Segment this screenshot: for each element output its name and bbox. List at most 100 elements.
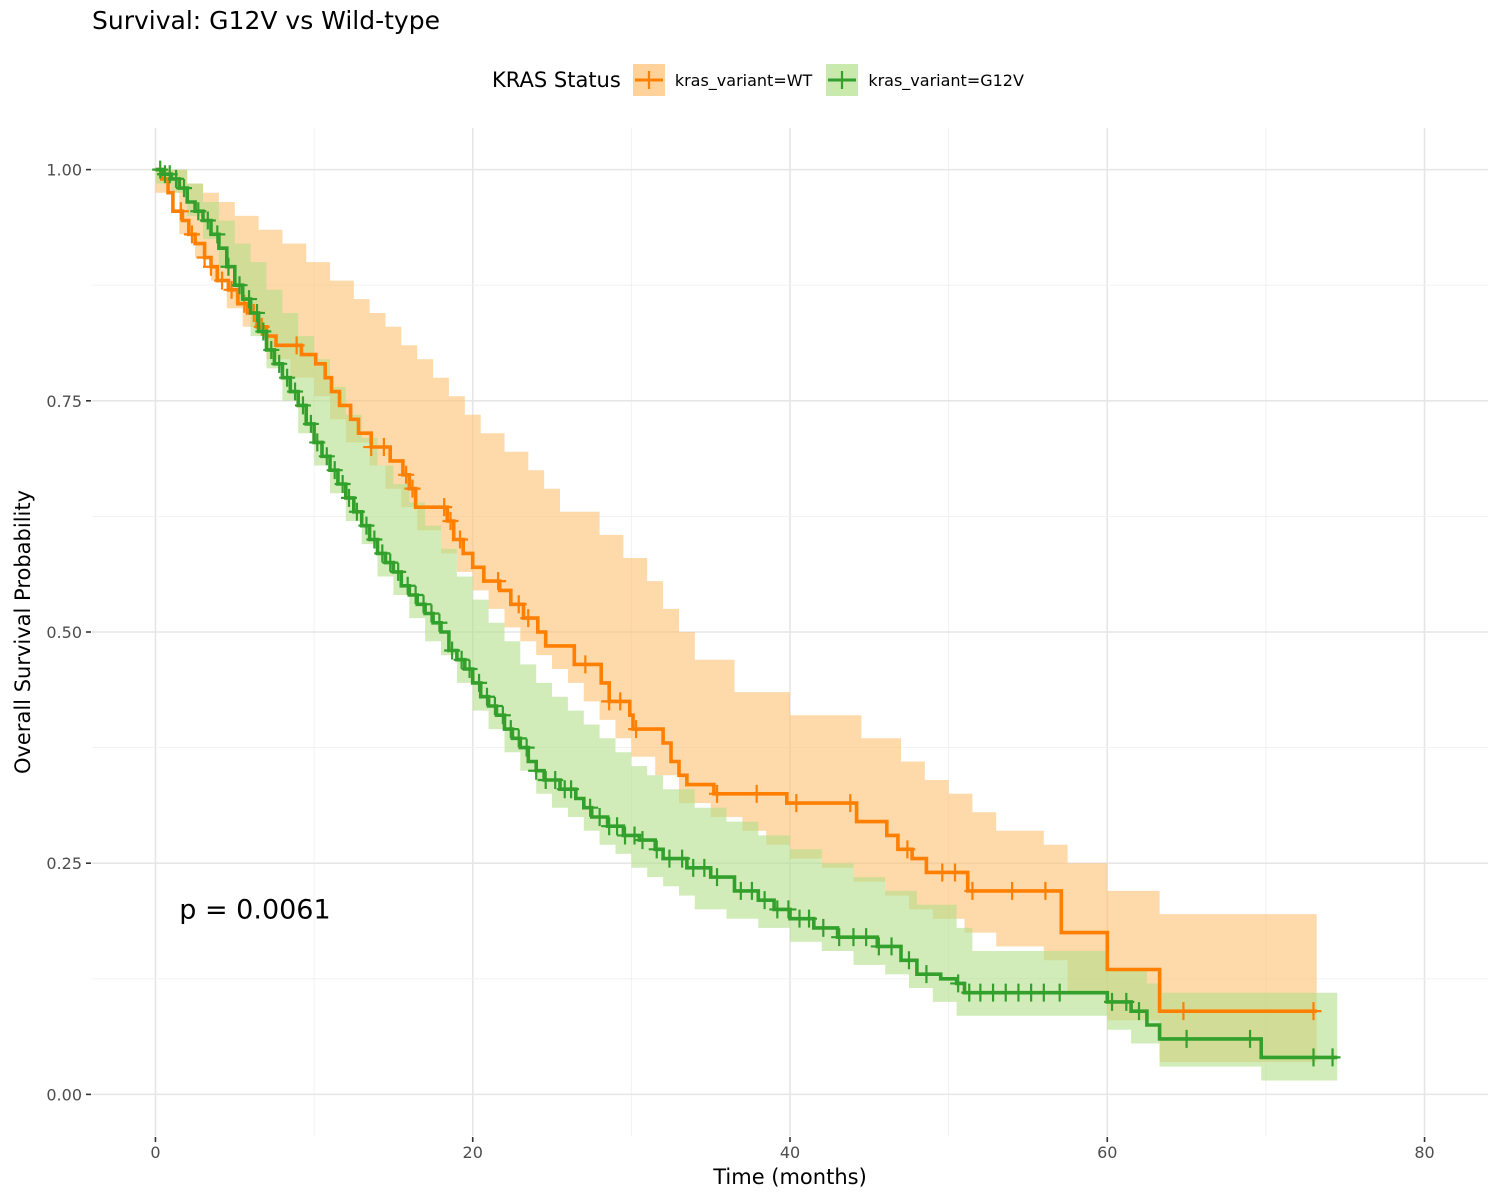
censor-mark-g12v: [358, 516, 375, 535]
censor-mark-g12v: [780, 900, 797, 919]
censor-mark-g12v: [479, 687, 496, 706]
censor-mark-g12v: [390, 562, 407, 581]
censor-mark-wt: [577, 655, 594, 674]
censor-mark-g12v: [423, 604, 440, 623]
censor-mark-g12v: [248, 303, 265, 322]
censor-mark-g12v: [453, 650, 470, 669]
censor-mark-g12v: [609, 817, 626, 836]
censor-mark-g12v: [634, 831, 651, 850]
censor-mark-g12v: [1104, 992, 1121, 1011]
censor-mark-g12v: [334, 475, 351, 494]
censor-mark-g12v: [591, 807, 608, 826]
survival-curve-g12v: [155, 167, 1338, 1060]
censor-mark-wt: [196, 248, 213, 267]
censor-mark-g12v: [831, 928, 848, 947]
y-tick-label: 0.50: [46, 623, 82, 642]
censor-mark-wt: [436, 498, 453, 517]
censor-mark-g12v: [1305, 1048, 1322, 1067]
x-axis-title: Time (months): [712, 1165, 867, 1189]
censor-mark-g12v: [399, 576, 416, 595]
censor-mark-g12v: [220, 257, 237, 276]
censor-mark-g12v: [407, 586, 424, 605]
x-tick-label: 40: [780, 1143, 800, 1162]
censor-mark-g12v: [1242, 1029, 1259, 1048]
censor-mark-wt: [223, 280, 240, 299]
censor-mark-g12v: [168, 169, 185, 188]
censor-mark-g12v: [486, 696, 503, 715]
censor-marks-wt: [172, 202, 1322, 1021]
censor-mark-g12v: [801, 909, 818, 928]
censor-mark-wt: [842, 794, 859, 813]
censor-mark-g12v: [382, 553, 399, 572]
censor-mark-g12v: [309, 433, 326, 452]
y-tick-label: 0.25: [46, 854, 82, 873]
censor-mark-g12v: [176, 179, 193, 198]
censor-mark-g12v: [709, 868, 726, 887]
censor-mark-wt: [510, 595, 527, 614]
censor-mark-g12v: [858, 928, 875, 947]
censor-mark-g12v: [918, 965, 935, 984]
censor-mark-g12v: [444, 641, 461, 660]
censor-mark-g12v: [674, 849, 691, 868]
x-tick-label: 0: [150, 1143, 160, 1162]
censor-mark-g12v: [1118, 992, 1135, 1011]
censor-mark-g12v: [340, 488, 357, 507]
censor-mark-g12v: [563, 780, 580, 799]
censor-mark-wt: [398, 465, 415, 484]
censor-mark-g12v: [756, 891, 773, 910]
x-tick-label: 60: [1097, 1143, 1117, 1162]
censor-mark-g12v: [582, 798, 599, 817]
censor-mark-g12v: [348, 502, 365, 521]
legend: KRAS Status kras_variant=WT kras_variant…: [492, 64, 1038, 96]
censor-mark-g12v: [518, 738, 535, 757]
censor-mark-g12v: [950, 974, 967, 993]
survival-curve-wt: [155, 167, 1317, 1013]
censor-mark-wt: [899, 840, 916, 859]
censor-mark-g12v: [1131, 1002, 1147, 1021]
legend-key-g12v: [826, 64, 859, 96]
censor-mark-g12v: [431, 613, 448, 632]
censor-mark-g12v: [815, 918, 832, 937]
censor-mark-g12v: [461, 659, 478, 678]
censor-mark-g12v: [494, 706, 511, 725]
censor-mark-wt: [1004, 881, 1021, 900]
x-tick-label: 20: [463, 1143, 483, 1162]
censor-mark-wt: [1037, 881, 1054, 900]
y-tick-label: 1.00: [46, 161, 82, 180]
censor-mark-g12v: [471, 673, 488, 692]
censor-mark-g12v: [743, 881, 760, 900]
censor-mark-g12v: [279, 368, 296, 387]
censor-mark-wt: [709, 784, 726, 803]
censor-mark-g12v: [255, 322, 272, 341]
censor-mark-wt: [490, 572, 507, 591]
censor-mark-wt: [202, 257, 219, 276]
censor-mark-g12v: [318, 447, 335, 466]
y-tick-label: 0.75: [46, 392, 82, 411]
legend-label-g12v: kras_variant=G12V: [868, 70, 1024, 90]
censor-mark-g12v: [1051, 983, 1068, 1002]
censor-mark-g12v: [900, 951, 917, 970]
censor-mark-g12v: [241, 290, 258, 309]
y-tick-label: 0.00: [46, 1085, 82, 1104]
censor-mark-wt: [520, 609, 537, 628]
censor-mark-g12v: [502, 720, 519, 739]
censor-marks-g12v: [152, 160, 1341, 1067]
censor-mark-wt: [748, 784, 765, 803]
censor-mark-g12v: [1035, 983, 1052, 1002]
censor-mark-wt: [788, 794, 805, 813]
censor-mark-wt: [946, 863, 963, 882]
censor-mark-g12v: [883, 937, 900, 956]
censor-mark-wt: [375, 438, 392, 457]
censor-mark-g12v: [190, 202, 207, 221]
ci-band-wt: [155, 169, 1317, 1063]
censor-mark-g12v: [626, 826, 643, 845]
censor-mark-g12v: [302, 414, 319, 433]
censor-mark-g12v: [648, 840, 665, 859]
censor-mark-wt: [288, 336, 305, 355]
censor-mark-g12v: [209, 225, 226, 244]
censor-mark-g12v: [696, 858, 713, 877]
censor-mark-g12v: [287, 382, 304, 401]
censor-mark-g12v: [415, 595, 432, 614]
censor-mark-g12v: [547, 770, 564, 789]
